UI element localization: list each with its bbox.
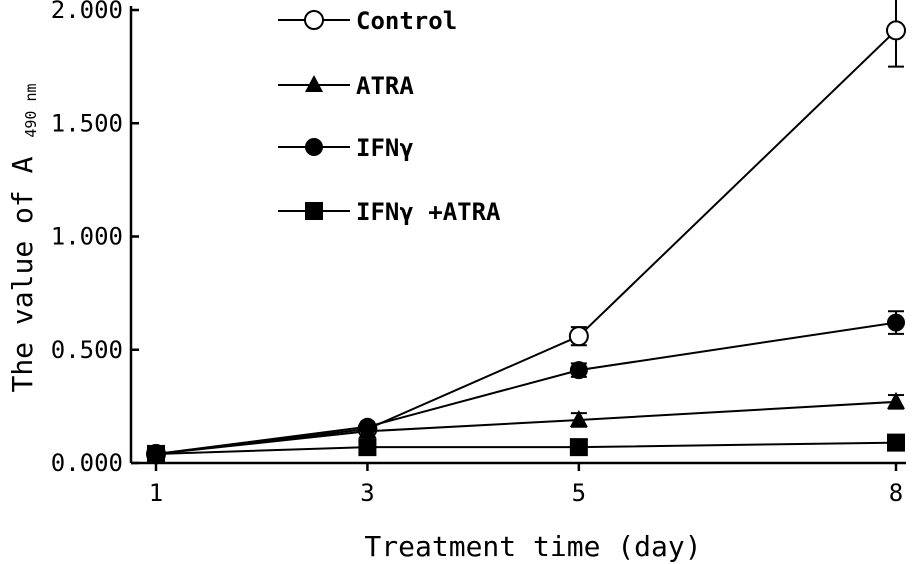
legend-label: Control [356, 7, 457, 35]
data-point [569, 361, 588, 380]
series-line [155, 29, 897, 455]
x-axis-title: Treatment time (day) [364, 530, 701, 563]
y-tick-label: 0.500 [51, 336, 123, 364]
data-point [358, 438, 377, 457]
data-point [568, 326, 589, 347]
y-tick-label: 2.000 [51, 0, 123, 24]
y-axis-title-subscript: 490 nm [22, 83, 40, 137]
legend-label: ATRA [356, 72, 414, 100]
x-tick-label: 1 [149, 479, 163, 507]
legend-marker [304, 10, 324, 30]
series-markers-0 [146, 20, 906, 464]
data-point [887, 313, 905, 332]
legend-item: IFNγ [278, 134, 414, 162]
legend-marker [305, 75, 323, 92]
y-axis-title-main: The value of A [6, 156, 39, 392]
legend-label: IFNγ [356, 134, 414, 162]
series-line [155, 400, 897, 455]
y-tick-label: 0.000 [51, 449, 123, 477]
data-point [147, 444, 165, 463]
y-axis-title: The value of A 490 nm [6, 83, 40, 392]
legend-item: IFNγ +ATRA [278, 198, 501, 226]
y-tick-label: 1.500 [51, 109, 123, 137]
legend-marker [305, 202, 323, 220]
data-point [887, 391, 905, 409]
data-point [886, 20, 906, 41]
series-layer [146, 0, 906, 464]
legend-label: IFNγ +ATRA [356, 198, 501, 226]
series-markers-3 [147, 433, 905, 463]
axes: 0.000 0.500 1.000 1.500 2.000 1 3 5 8 [51, 0, 906, 507]
legend-item: ATRA [278, 72, 414, 100]
svg-text:The value of A 490 nm: The value of A 490 nm [6, 83, 40, 392]
series-0 [155, 0, 904, 455]
legend-item: Control [278, 7, 457, 35]
legend: Control ATRA IFNγ IFNγ +ATRA [278, 7, 501, 226]
data-point [887, 433, 905, 452]
data-point [358, 417, 377, 436]
x-tick-label: 3 [360, 479, 374, 507]
data-point [569, 438, 588, 457]
series-2 [155, 310, 904, 455]
series-line [155, 441, 897, 455]
x-tick-label: 5 [572, 479, 586, 507]
y-tick-label: 1.000 [51, 223, 123, 251]
data-point [569, 409, 588, 427]
x-tick-label: 8 [889, 479, 903, 507]
legend-marker [305, 138, 323, 156]
series-line [155, 321, 897, 455]
series-1 [155, 394, 904, 455]
